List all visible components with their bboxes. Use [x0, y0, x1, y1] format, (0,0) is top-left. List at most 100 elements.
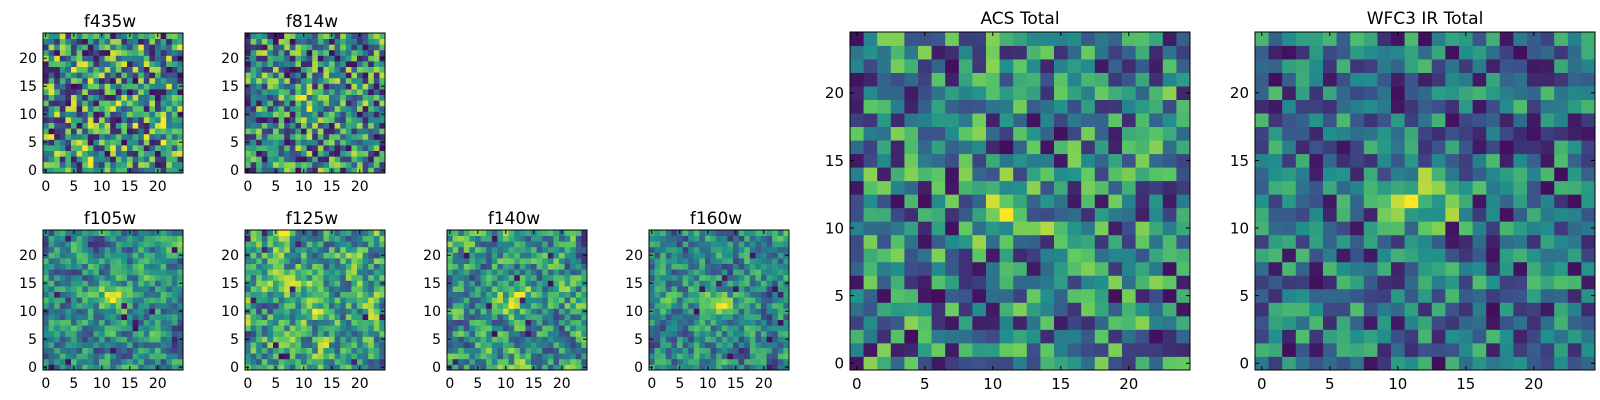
heatmap-cell [48, 342, 55, 348]
heatmap-cell [250, 83, 257, 90]
heatmap-cell [918, 302, 932, 317]
heatmap-cell [497, 258, 504, 264]
heatmap-cell [1459, 180, 1473, 195]
heatmap-cell [284, 314, 291, 320]
heatmap-cell [766, 347, 773, 354]
heatmap-cell [877, 261, 892, 276]
heatmap-cell [863, 302, 878, 317]
heatmap-cell [48, 241, 55, 248]
heatmap-cell [334, 44, 341, 51]
heatmap-cell [317, 308, 324, 315]
heatmap-cell [345, 336, 352, 343]
heatmap-cell [362, 308, 369, 315]
heatmap-cell [177, 100, 184, 107]
heatmap-cell [1309, 234, 1324, 249]
heatmap-cell [261, 263, 268, 270]
heatmap-cell [121, 83, 128, 90]
heatmap-cell [121, 274, 128, 281]
heatmap-cell [1122, 140, 1136, 155]
heatmap-cell [166, 336, 173, 343]
heatmap-cell [503, 308, 509, 315]
heatmap-cell [1363, 194, 1378, 209]
heatmap-cell [738, 325, 745, 332]
heatmap-cell [1336, 234, 1351, 249]
heatmap-cell [682, 325, 689, 332]
heatmap-cell [267, 319, 274, 326]
heatmap-cell [65, 280, 72, 287]
heatmap-cell [87, 117, 94, 123]
heatmap-cell [149, 342, 156, 348]
heatmap-cell [121, 319, 128, 326]
heatmap-cell [1162, 221, 1177, 236]
heatmap-cell [357, 263, 363, 270]
heatmap-cell [295, 156, 302, 163]
heatmap-cell [48, 297, 55, 304]
heatmap-cell [1486, 275, 1501, 290]
heatmap-cell [71, 336, 77, 343]
heatmap-cell [918, 59, 932, 73]
heatmap-cell [945, 329, 960, 344]
heatmap-cell [115, 297, 122, 304]
heatmap-cell [373, 156, 380, 163]
heatmap-cell [519, 342, 526, 348]
heatmap-cell [155, 133, 161, 140]
heatmap-cell [256, 330, 263, 337]
heatmap-cell [1067, 167, 1082, 182]
heatmap-cell [749, 314, 756, 320]
heatmap-cell [115, 241, 122, 248]
heatmap-cell [458, 252, 465, 259]
heatmap-cell [559, 358, 565, 365]
heatmap-cell [245, 77, 251, 84]
heatmap-cell [480, 336, 487, 343]
heatmap-cell [306, 246, 313, 253]
heatmap-cell [317, 33, 324, 39]
heatmap-cell [317, 241, 324, 248]
heatmap-cell [480, 325, 487, 332]
heatmap-cell [87, 83, 94, 90]
heatmap-cell [766, 297, 773, 304]
heatmap-cell [340, 111, 347, 118]
heatmap-cell [261, 117, 268, 123]
heatmap-cell [1108, 59, 1123, 73]
heatmap-cell [458, 336, 465, 343]
heatmap-cell [104, 330, 111, 337]
heatmap-cell [1282, 261, 1297, 276]
heatmap-cell [497, 297, 504, 304]
heatmap-cell [278, 235, 285, 242]
heatmap-cell [250, 161, 257, 168]
heatmap-cell [284, 44, 291, 51]
heatmap-cell [716, 286, 723, 292]
heatmap-cell [1026, 72, 1041, 87]
heatmap-cell [261, 94, 268, 101]
heatmap-cell [110, 145, 117, 151]
heatmap-cell [699, 235, 706, 242]
heatmap-cell [160, 133, 167, 140]
heatmap-cell [273, 336, 279, 343]
heatmap-cell [306, 308, 313, 315]
heatmap-cell [93, 38, 100, 45]
heatmap-cell [71, 111, 77, 118]
heatmap-cell [688, 230, 695, 236]
heatmap-cell [138, 44, 145, 51]
heatmap-cell [267, 105, 274, 112]
heatmap-cell [278, 49, 285, 56]
heatmap-cell [766, 358, 773, 365]
heatmap-cell [295, 246, 302, 253]
heatmap-cell [132, 302, 139, 309]
heatmap-cell [256, 235, 263, 242]
heatmap-cell [958, 261, 973, 276]
heatmap-cell [301, 161, 307, 168]
heatmap-cell [1149, 86, 1164, 100]
heatmap-cell [87, 263, 94, 270]
heatmap-cell [177, 258, 184, 264]
heatmap-cell [99, 133, 105, 140]
heatmap-cell [1309, 288, 1324, 303]
heatmap-cell [110, 139, 117, 146]
heatmap-cell [306, 258, 313, 264]
heatmap-cell [177, 302, 184, 309]
heatmap-cell [245, 49, 251, 56]
heatmap-cell [93, 33, 100, 39]
heatmap-cell [373, 342, 380, 348]
heatmap-cell [340, 347, 347, 354]
heatmap-cell [491, 269, 498, 276]
